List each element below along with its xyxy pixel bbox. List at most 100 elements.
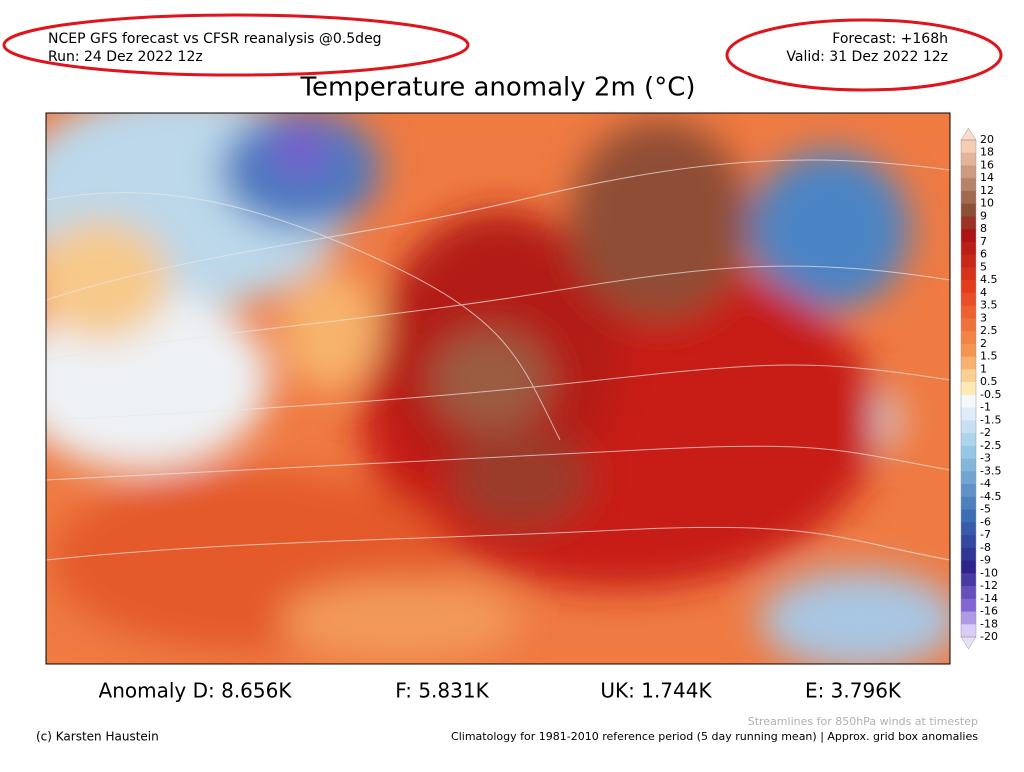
colorbar-swatch [961, 496, 976, 511]
colorbar-swatch [961, 547, 976, 562]
colorbar-swatch [961, 624, 976, 638]
colorbar-swatch [961, 573, 976, 587]
colorbar-swatch [961, 458, 976, 472]
colorbar-label: -14 [980, 592, 998, 605]
colorbar-label: 6 [980, 248, 987, 261]
colorbar-label: -3.5 [980, 464, 1001, 477]
colorbar-swatch [961, 586, 976, 600]
colorbar-swatch [961, 369, 976, 383]
colorbar-label: 10 [980, 197, 994, 210]
colorbar-swatch [961, 598, 976, 613]
colorbar-swatch [961, 471, 976, 485]
highlight-oval [2, 13, 470, 77]
colorbar-label: 12 [980, 184, 994, 197]
footer-note: Streamlines for 850hPa winds at timestep [748, 715, 978, 728]
colorbar-swatch [961, 229, 976, 243]
colorbar-label: 8 [980, 222, 987, 235]
footer-credit: (c) Karsten Haustein [36, 730, 159, 744]
colorbar-label: -1.5 [980, 413, 1001, 426]
colorbar-swatch [961, 420, 976, 434]
highlight-oval [725, 18, 1003, 92]
colorbar-swatch [961, 356, 976, 370]
colorbar-frame [960, 139, 977, 638]
colorbar-swatch [961, 305, 976, 319]
colorbar-swatch [961, 394, 976, 409]
colorbar-label: 1 [980, 362, 987, 375]
stat: UK: 1.744K [600, 679, 712, 703]
colorbar-label: -2 [980, 426, 991, 439]
colorbar-label: -2.5 [980, 439, 1001, 452]
colorbar-label: 14 [980, 171, 994, 184]
colorbar-swatch [961, 343, 976, 358]
colorbar-swatch [961, 382, 976, 396]
colorbar-swatch [961, 407, 976, 421]
colorbar-label: 2.5 [980, 324, 998, 337]
colorbar-label: -4 [980, 477, 991, 490]
colorbar-swatch [961, 445, 976, 460]
anomaly-map [46, 113, 950, 664]
colorbar: 201816141210987654.543.532.521.510.5-0.5… [960, 127, 1001, 650]
colorbar-label: 4.5 [980, 273, 998, 286]
colorbar-swatch [961, 280, 976, 294]
colorbar-label: 2 [980, 337, 987, 350]
colorbar-swatch [961, 140, 976, 154]
colorbar-swatch [961, 331, 976, 345]
colorbar-label: -0.5 [980, 388, 1001, 401]
colorbar-label: -5 [980, 503, 991, 516]
colorbar-cap [960, 636, 977, 650]
title: Temperature anomaly 2m (°C) [300, 73, 696, 103]
colorbar-swatch [961, 318, 976, 332]
colorbar-label: -20 [980, 630, 998, 643]
colorbar-label: -3 [980, 452, 991, 465]
colorbar-swatch [961, 611, 976, 625]
colorbar-label: -1 [980, 401, 991, 414]
colorbar-swatch [961, 292, 976, 307]
colorbar-label: -8 [980, 541, 991, 554]
colorbar-label: 3.5 [980, 299, 998, 312]
colorbar-label: -16 [980, 605, 998, 618]
colorbar-label: -10 [980, 566, 998, 579]
header-text: Forecast: +168h [832, 31, 948, 47]
footer-note: Climatology for 1981-2010 reference peri… [451, 730, 978, 743]
colorbar-swatch [961, 535, 976, 549]
colorbar-swatch [961, 254, 976, 268]
colorbar-swatch [961, 560, 976, 574]
colorbar-label: 16 [980, 158, 994, 171]
colorbar-swatch [961, 190, 976, 205]
colorbar-swatch [961, 152, 976, 166]
colorbar-swatch [961, 509, 976, 523]
colorbar-swatch [961, 433, 976, 447]
colorbar-swatch [961, 165, 976, 179]
colorbar-label: 7 [980, 235, 987, 248]
colorbar-label: 3 [980, 311, 987, 324]
colorbar-swatch [961, 216, 976, 230]
colorbar-label: -18 [980, 617, 998, 630]
colorbar-cap [960, 127, 977, 141]
colorbar-label: 0.5 [980, 375, 998, 388]
header-text: Run: 24 Dez 2022 12z [48, 49, 203, 65]
colorbar-label: -6 [980, 515, 991, 528]
colorbar-label: 5 [980, 260, 987, 273]
stat: F: 5.831K [395, 679, 489, 703]
colorbar-swatch [961, 267, 976, 281]
stat: Anomaly D: 8.656K [99, 679, 293, 703]
colorbar-label: -7 [980, 528, 991, 541]
colorbar-label: 20 [980, 133, 994, 146]
colorbar-label: -12 [980, 579, 998, 592]
colorbar-label: 9 [980, 209, 987, 222]
colorbar-swatch [961, 484, 976, 498]
colorbar-label: 1.5 [980, 350, 998, 363]
colorbar-label: -9 [980, 554, 991, 567]
colorbar-swatch [961, 203, 976, 217]
stat: E: 3.796K [805, 679, 902, 703]
header-text: Valid: 31 Dez 2022 12z [786, 49, 948, 65]
colorbar-label: -4.5 [980, 490, 1001, 503]
map-frame [45, 112, 951, 665]
colorbar-swatch [961, 241, 976, 256]
colorbar-swatch [961, 178, 976, 192]
header-text: NCEP GFS forecast vs CFSR reanalysis @0.… [48, 31, 382, 47]
colorbar-swatch [961, 522, 976, 536]
colorbar-label: 18 [980, 146, 994, 159]
colorbar-label: 4 [980, 286, 987, 299]
